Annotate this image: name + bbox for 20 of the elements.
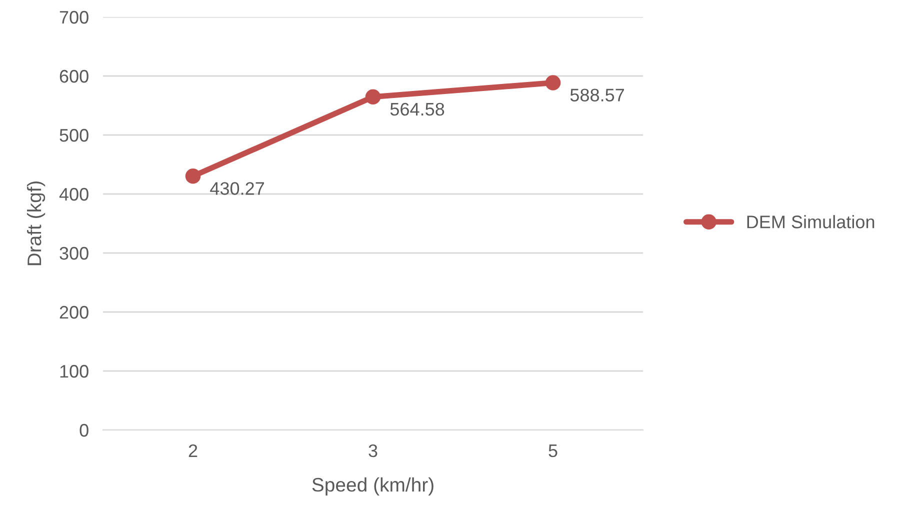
legend-label: DEM Simulation [747, 215, 874, 228]
x-tick-label: 5 [548, 444, 558, 458]
x-tick-label: 3 [368, 444, 378, 458]
x-axis-title: Speed (km/hr) [312, 477, 434, 496]
x-tick-label: 2 [188, 444, 198, 457]
data-label: 588.57 [570, 88, 624, 102]
y-tick-label: 0 [80, 424, 88, 437]
y-tick-label: 400 [59, 188, 88, 201]
point [185, 168, 201, 184]
y-tick-label: 600 [60, 70, 88, 83]
point [545, 75, 561, 90]
data-label: 564.58 [390, 102, 444, 116]
data-label: 430.27 [210, 182, 264, 195]
y-tick-label: 200 [60, 306, 88, 319]
y-tick-label: 100 [60, 364, 88, 378]
y-axis-title: Draft (kgf) [26, 181, 46, 266]
point [365, 89, 381, 105]
y-tick-label: 700 [60, 10, 88, 24]
y-tick-label: 300 [60, 246, 88, 260]
y-tick-label: 500 [60, 128, 88, 142]
